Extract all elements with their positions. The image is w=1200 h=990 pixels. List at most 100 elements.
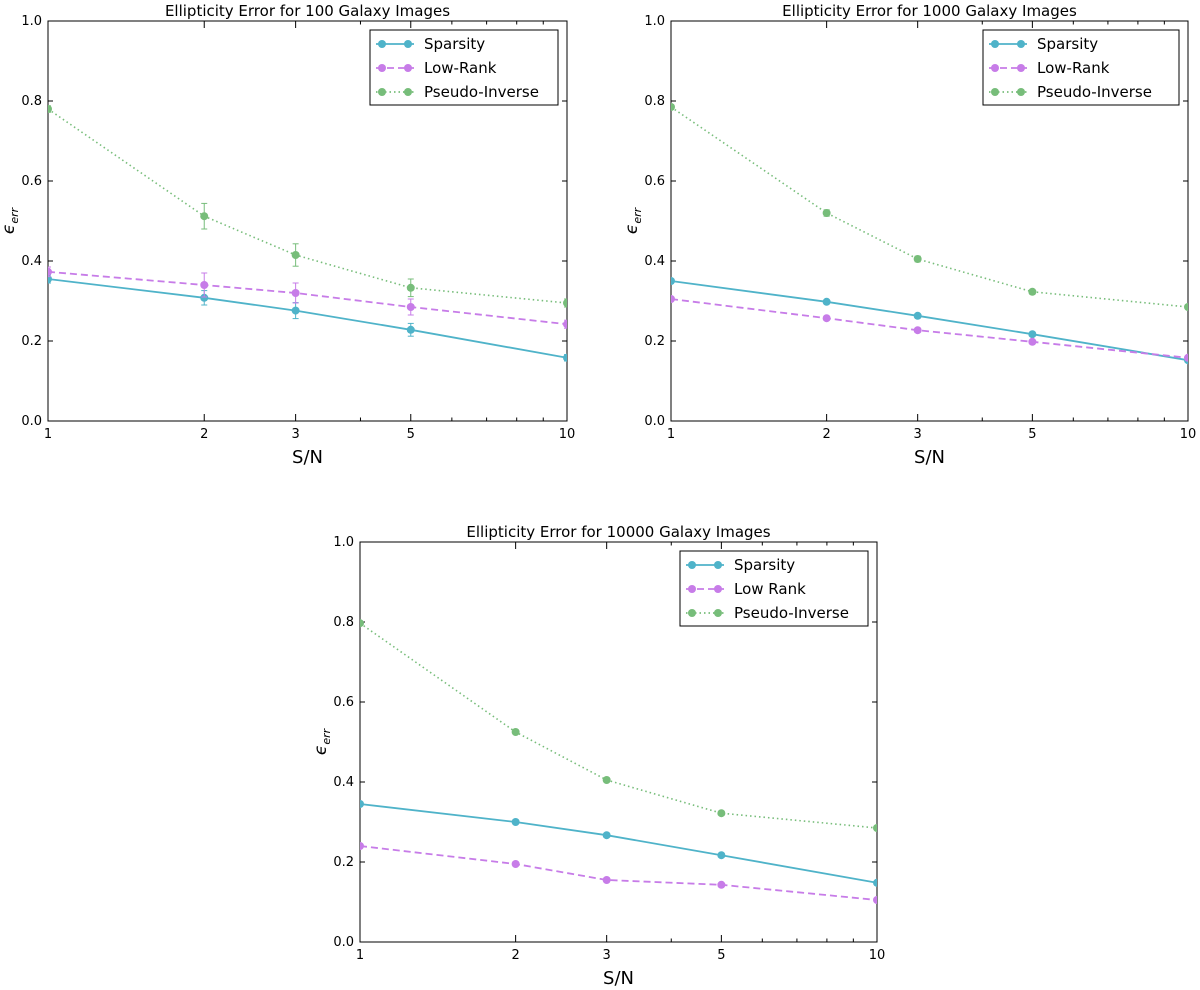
x-tick-label: 10 xyxy=(1180,427,1197,442)
y-tick-label: 1.0 xyxy=(21,14,42,29)
y-axis-label-sub: err xyxy=(8,206,21,223)
data-point-sparsity xyxy=(671,277,675,285)
y-tick-label: 0.2 xyxy=(333,855,354,870)
legend-marker-pseudo-inverse xyxy=(991,88,999,96)
y-axis-label-main: ϵ xyxy=(622,224,642,234)
data-point-low-rank xyxy=(48,267,52,276)
x-tick-label: 1 xyxy=(44,427,52,442)
data-point-sparsity xyxy=(913,311,922,320)
chart-1: Ellipticity Error for 100 Galaxy Images 0… xyxy=(0,2,575,468)
legend-marker-low-rank xyxy=(1017,64,1025,72)
x-axis-label: S/N xyxy=(603,968,634,989)
legend-label-pseudo-inverse: Pseudo-Inverse xyxy=(1037,83,1152,101)
legend-marker-pseudo-inverse xyxy=(1017,88,1025,96)
x-tick-label: 3 xyxy=(914,427,922,442)
data-point-low-rank xyxy=(1028,337,1037,346)
x-tick-label: 5 xyxy=(407,427,415,442)
data-point-low-rank xyxy=(360,842,364,850)
data-point-sparsity xyxy=(602,831,611,840)
chart-3: Ellipticity Error for 10000 Galaxy Image… xyxy=(311,523,885,989)
y-axis-label: ϵerr xyxy=(311,727,333,755)
data-point-pseudo-inverse xyxy=(602,776,611,784)
legend-label-pseudo-inverse: Pseudo-Inverse xyxy=(734,604,849,622)
data-point-low-rank xyxy=(563,320,567,329)
legend-marker-sparsity xyxy=(1017,40,1025,48)
data-point-low-rank xyxy=(717,880,726,889)
x-tick-label: 5 xyxy=(1028,427,1036,442)
data-point-pseudo-inverse xyxy=(200,212,209,221)
y-tick-label: 0.4 xyxy=(333,775,354,790)
x-tick-label: 5 xyxy=(717,948,725,963)
x-tick-label: 3 xyxy=(291,427,299,442)
legend-marker-low-rank xyxy=(714,585,722,593)
series-area xyxy=(671,103,1188,365)
y-tick-label: 0.6 xyxy=(333,695,354,710)
y-tick-label: 1.0 xyxy=(644,14,665,29)
data-point-sparsity xyxy=(200,293,209,302)
data-point-sparsity xyxy=(291,306,300,315)
data-point-pseudo-inverse xyxy=(511,728,520,736)
y-tick-label: 0.4 xyxy=(21,254,42,269)
y-axis-label-main: ϵ xyxy=(0,224,19,234)
x-axis-label: S/N xyxy=(914,447,945,468)
y-tick-label: 0.2 xyxy=(644,334,665,349)
data-point-pseudo-inverse xyxy=(873,824,877,832)
y-tick-label: 0.6 xyxy=(21,174,42,189)
legend-marker-pseudo-inverse xyxy=(688,609,696,617)
x-tick-label: 10 xyxy=(869,948,886,963)
data-point-low-rank xyxy=(873,896,877,904)
y-tick-label: 0.8 xyxy=(333,615,354,630)
series-area xyxy=(360,619,877,904)
data-point-pseudo-inverse xyxy=(406,283,415,292)
y-tick-label: 0.0 xyxy=(644,414,665,429)
data-point-low-rank xyxy=(511,860,520,868)
y-axis-label-sub: err xyxy=(631,206,644,223)
data-point-low-rank xyxy=(200,281,209,289)
data-point-sparsity xyxy=(360,800,364,808)
y-tick-label: 1.0 xyxy=(333,535,354,550)
legend: Sparsity Low-Rank Pseudo-Inverse xyxy=(369,29,559,106)
legend-marker-low-rank xyxy=(991,64,999,72)
y-tick-label: 0.8 xyxy=(21,94,42,109)
data-point-pseudo-inverse xyxy=(1028,287,1037,296)
y-tick-label: 0.6 xyxy=(644,174,665,189)
legend-marker-low-rank xyxy=(688,585,696,593)
data-point-low-rank xyxy=(406,303,415,311)
data-point-low-rank xyxy=(291,289,300,297)
data-point-pseudo-inverse xyxy=(360,619,364,628)
x-tick-label: 1 xyxy=(667,427,675,442)
legend-marker-sparsity xyxy=(688,561,696,569)
y-axis-label: ϵerr xyxy=(0,206,21,234)
y-tick-label: 0.0 xyxy=(21,414,42,429)
data-point-pseudo-inverse xyxy=(717,809,726,818)
y-tick-label: 0.8 xyxy=(644,94,665,109)
x-tick-label: 10 xyxy=(559,427,576,442)
y-axis-label: ϵerr xyxy=(622,206,644,234)
legend-marker-pseudo-inverse xyxy=(714,609,722,617)
legend-marker-pseudo-inverse xyxy=(404,88,412,96)
data-point-pseudo-inverse xyxy=(1184,303,1188,311)
x-tick-label: 2 xyxy=(511,948,519,963)
x-tick-label: 1 xyxy=(356,948,364,963)
x-axis-label: S/N xyxy=(292,447,323,468)
legend-marker-sparsity xyxy=(378,40,386,48)
x-tick-label: 2 xyxy=(822,427,830,442)
data-point-sparsity xyxy=(822,297,831,306)
y-tick-label: 0.4 xyxy=(644,254,665,269)
data-point-low-rank xyxy=(671,295,675,303)
series-line-low-rank xyxy=(360,845,877,901)
y-axis-label-sub: err xyxy=(320,727,333,744)
legend-marker-sparsity xyxy=(991,40,999,48)
data-point-pseudo-inverse xyxy=(291,251,300,259)
data-point-pseudo-inverse xyxy=(913,255,922,263)
legend-marker-low-rank xyxy=(378,64,386,72)
data-point-pseudo-inverse xyxy=(822,209,831,217)
x-tick-label: 2 xyxy=(200,427,208,442)
y-axis-label-main: ϵ xyxy=(311,745,331,755)
legend-marker-low-rank xyxy=(404,64,412,72)
legend-marker-sparsity xyxy=(714,561,722,569)
legend-label-sparsity: Sparsity xyxy=(1037,35,1098,53)
series-area xyxy=(48,105,567,362)
chart-2: Ellipticity Error for 1000 Galaxy Images… xyxy=(622,2,1196,468)
